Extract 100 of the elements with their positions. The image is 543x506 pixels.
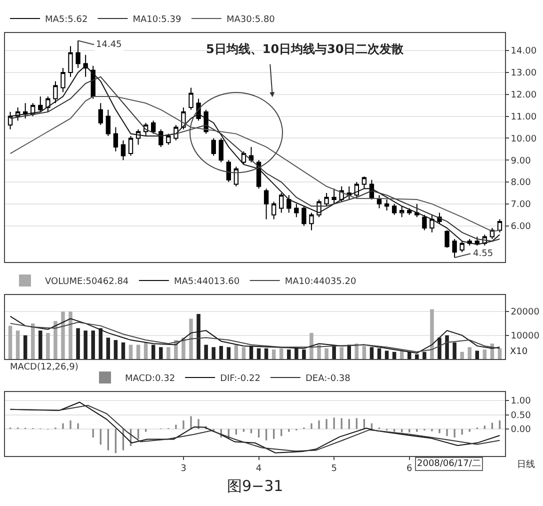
line-series [10,322,500,352]
y-tick-label: 11.00 [510,112,537,122]
candlestick [444,230,450,248]
x-tick-label: 3 [180,464,186,474]
bar [106,338,110,359]
candlestick [497,218,502,233]
bar [272,350,276,359]
bar [445,335,449,359]
candlestick [384,199,390,211]
bar [38,330,42,359]
bar [407,352,412,359]
candlestick [76,40,80,69]
bar [460,352,464,359]
bar [370,347,374,359]
bar [144,342,148,359]
candlestick [392,203,397,216]
bar [264,348,268,359]
bar [151,344,156,359]
line-series [10,96,500,232]
x-tick-label: 6 [406,464,413,474]
y-tick-label: 1.00 [510,396,532,407]
bar [98,328,103,359]
y-tick-label: 14.00 [510,46,537,57]
bar [189,318,193,359]
bar [61,312,65,359]
candlestick [151,120,156,134]
y-tick-label: 10.00 [510,134,537,144]
candlestick [474,236,480,246]
bar [54,321,58,359]
annotation: 14.45 [96,40,122,50]
bar [340,347,344,359]
bar [468,347,472,359]
line-series [10,316,500,354]
legend-label: VOLUME:50462.84 [45,277,129,288]
bar [279,348,284,359]
candlestick [38,96,43,112]
bar [84,330,88,359]
candlestick [332,188,336,204]
candlestick [234,166,239,187]
candlestick [211,138,216,156]
candlestick [120,140,126,161]
text: 2008/06/17/二 [417,459,481,469]
bar [310,332,314,359]
legend-label: MA10:5.39 [132,15,182,26]
y-tick-label: 20000 [510,308,540,318]
bar [317,344,321,359]
bar [498,348,502,359]
candlestick [362,176,367,190]
bar [136,344,140,359]
bar [452,342,456,359]
bar [242,347,246,359]
bar [287,350,291,359]
bar [438,338,442,359]
candlestick [22,102,28,119]
bar [91,330,95,359]
legend-label: DEA:-0.38 [305,374,351,384]
bar [8,326,12,359]
x-tick-label: 4 [256,464,262,474]
x-tick-label: 5 [331,464,337,474]
legend-label: MA5:5.62 [45,15,88,26]
candlestick [460,240,464,253]
candlestick [279,192,284,214]
candlestick [226,160,231,183]
bar [415,354,419,359]
bar [256,348,261,359]
candlestick [218,138,224,163]
legend-label: DIF:-0.22 [220,374,260,384]
bar [30,323,35,359]
bar [294,348,298,359]
legend-label: MA10:44035.20 [284,277,356,288]
legend-label: MA5:44013.60 [174,277,240,288]
candlestick [264,188,269,220]
caption: 图9−31 [227,477,284,495]
bar [212,347,216,359]
bar [482,350,487,359]
bar [377,348,382,359]
bar [16,330,20,359]
bar [362,346,366,359]
bar [76,328,80,359]
candlestick [430,214,434,233]
bar [46,332,50,359]
candlestick [113,126,118,152]
bar [166,347,170,359]
candlestick [286,194,292,214]
candlestick [399,206,404,218]
bar [422,352,426,359]
candlestick [128,136,134,156]
bar [196,314,200,359]
annotation: 4.55 [473,249,494,259]
bar [68,312,72,359]
annotation: 5日均线、10日均线与30日二次发散 [206,42,405,56]
candlestick [53,80,58,104]
bar [430,309,434,359]
text: X10 [510,347,528,357]
candlestick [158,128,164,148]
candlestick [376,194,382,209]
y-tick-label: 7.00 [510,200,532,210]
chart-title: MACD(12,26,9) [10,362,78,372]
legend-label: MA30:5.80 [226,15,276,26]
candlestick [60,68,66,93]
